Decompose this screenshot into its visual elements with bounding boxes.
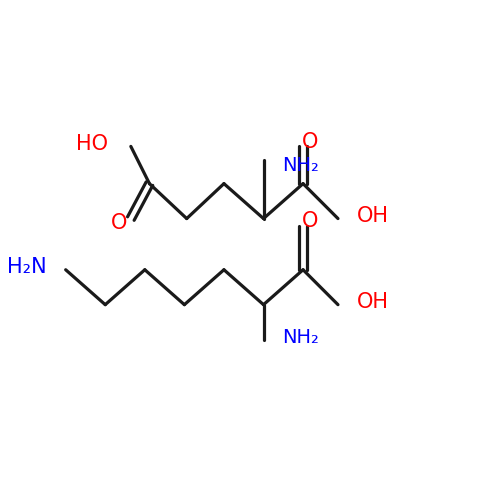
Text: O: O [302, 132, 318, 152]
Text: OH: OH [356, 206, 388, 226]
Text: O: O [111, 213, 127, 233]
Text: H₂N: H₂N [8, 257, 47, 277]
Text: O: O [302, 211, 318, 231]
Text: OH: OH [356, 292, 388, 312]
Text: NH₂: NH₂ [282, 328, 319, 347]
Text: NH₂: NH₂ [282, 156, 319, 174]
Text: HO: HO [76, 134, 108, 154]
